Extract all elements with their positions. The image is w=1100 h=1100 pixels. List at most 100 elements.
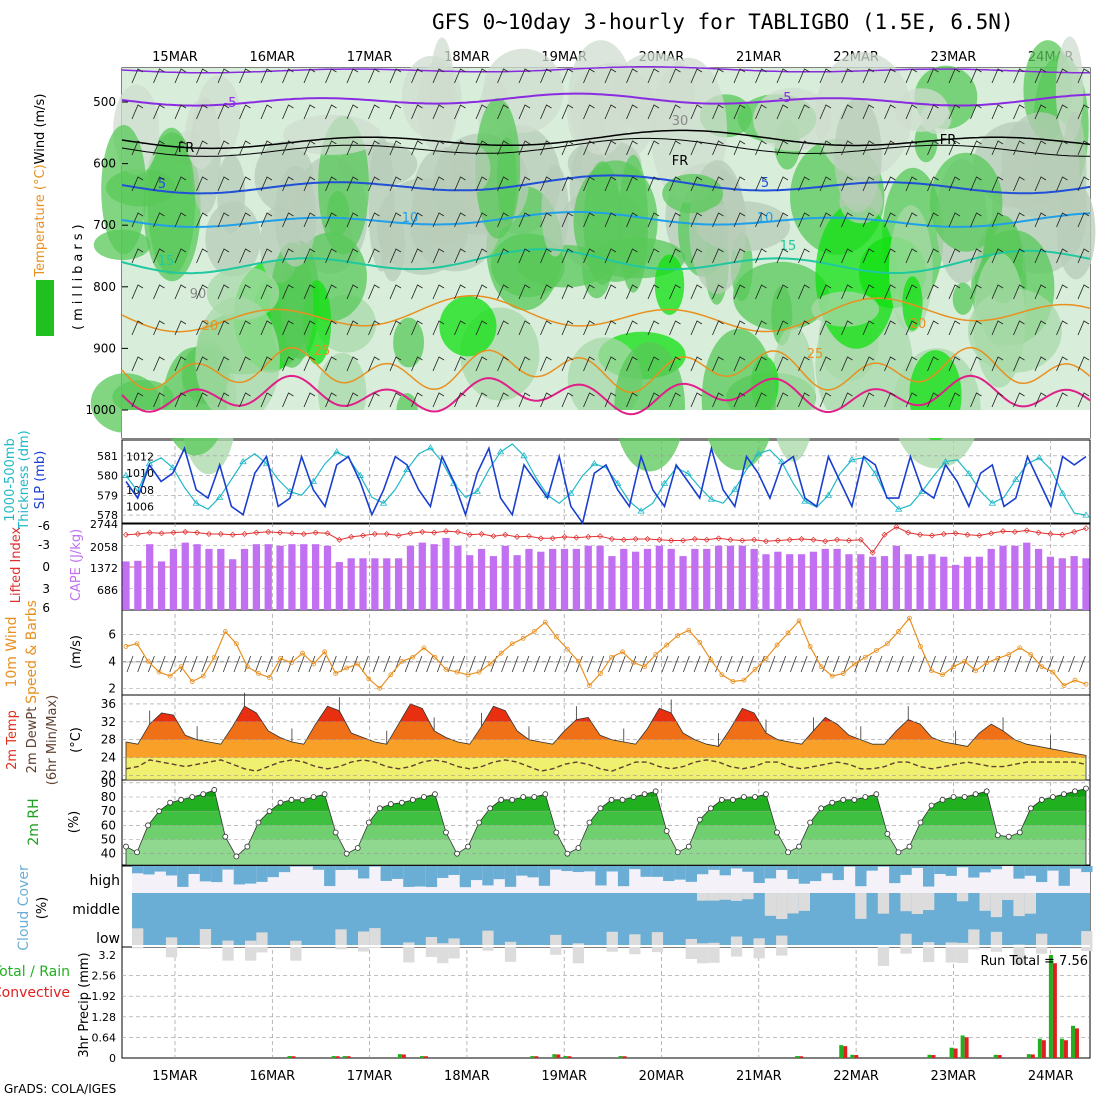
cloud-mid-bar <box>742 893 754 900</box>
rh-marker <box>255 819 262 826</box>
wind-barb <box>454 176 466 192</box>
cloud-low-bar <box>245 940 257 961</box>
surface-wind-barb <box>629 655 637 673</box>
cloud-low-bar <box>403 942 415 963</box>
rh-area <box>126 788 1086 865</box>
rh-marker <box>531 794 538 800</box>
precip-total-bar <box>1059 1038 1064 1058</box>
rh-blob <box>475 98 521 239</box>
thickness-marker <box>988 499 997 506</box>
lifted-marker <box>312 529 319 536</box>
surface-wind-barb <box>768 655 776 673</box>
wind-barb <box>389 68 402 84</box>
lifted-marker <box>1047 531 1054 538</box>
wind-barb <box>755 320 767 336</box>
surface-wind-barb <box>618 655 626 673</box>
wind-barb <box>153 356 165 372</box>
cloud-high-bar <box>629 866 641 870</box>
cloud-low-bar <box>335 929 347 950</box>
wind-barb <box>626 140 638 156</box>
wind-barb <box>991 248 1004 264</box>
rh-marker <box>807 819 814 826</box>
lifted-marker <box>917 531 924 538</box>
wind-tick: 6 <box>108 627 116 641</box>
wind-speed-marker <box>355 661 361 667</box>
lifted-marker <box>360 532 367 539</box>
wind-barb <box>196 176 208 192</box>
surface-wind-barb <box>854 655 861 673</box>
wind-barb <box>884 356 896 372</box>
wind-barb <box>626 356 638 372</box>
cloud-high-bar <box>1024 866 1036 876</box>
wind-barb <box>432 248 445 264</box>
cloud-units: (%) <box>35 897 50 920</box>
rh-marker <box>917 819 924 826</box>
cape-bar <box>454 545 462 610</box>
wind-barb <box>239 140 251 156</box>
wind-barb <box>970 140 982 156</box>
cloud-low-bar <box>900 933 912 954</box>
wind-barb <box>927 140 939 156</box>
cape-bar <box>762 554 770 610</box>
surface-wind-barb <box>340 655 348 673</box>
lifted-marker <box>478 531 485 538</box>
contour-label: -5 <box>224 96 237 111</box>
surface-wind-barb <box>608 655 615 673</box>
wind-barb <box>1013 356 1025 372</box>
dewpoint-line <box>125 759 1087 772</box>
wind-barb <box>626 212 638 228</box>
surface-wind-barb <box>158 655 166 673</box>
cloud-low-bar <box>945 942 957 963</box>
wind-barb <box>346 68 359 84</box>
wind-barb <box>647 320 660 336</box>
cape-bar <box>620 548 628 610</box>
precip-conv-bar <box>534 1056 539 1058</box>
surface-wind-barb <box>190 655 198 673</box>
lifted-marker <box>502 531 509 538</box>
rh-blob <box>393 317 425 368</box>
lifted-marker <box>632 536 639 543</box>
wind-barb <box>411 356 423 372</box>
rh-marker <box>343 850 350 857</box>
date-label-bottom: 24MAR <box>1028 1069 1074 1084</box>
cloud-high-bar <box>403 866 415 887</box>
wind-barb <box>368 176 380 192</box>
wind-barb <box>927 320 939 336</box>
wind-barb <box>604 140 617 156</box>
wind-barb <box>583 68 595 84</box>
rh-marker <box>785 849 791 856</box>
wind-speed-marker <box>520 635 526 641</box>
cape-tick: 2058 <box>90 541 118 554</box>
rh-marker <box>465 843 471 850</box>
rh-tick: 50 <box>101 833 116 847</box>
wind-barb <box>798 68 810 84</box>
wind-barb <box>368 392 380 408</box>
lifted-marker <box>371 531 378 538</box>
cape-bar <box>418 542 426 610</box>
wind-speed-marker <box>686 627 692 633</box>
wind-barb <box>540 176 552 192</box>
wind-barb <box>819 320 832 336</box>
wind-barb <box>540 140 552 156</box>
wind-barb <box>690 104 703 120</box>
wind-speed-marker <box>509 641 515 647</box>
surface-wind-barb <box>469 655 476 673</box>
wind-speed-marker <box>465 672 471 678</box>
wind-barb <box>948 248 961 264</box>
wind-barb <box>1013 104 1025 120</box>
wind-barb <box>948 320 961 336</box>
wind-barb <box>583 176 595 192</box>
surface-wind-barb <box>329 655 337 673</box>
thickness-tick: 581 <box>97 450 118 463</box>
wind-barb <box>174 248 187 264</box>
cloud-high-bar <box>290 866 302 867</box>
wind-barb <box>239 248 251 264</box>
cape-bar <box>229 559 237 610</box>
wind-barb <box>733 212 746 228</box>
wind-barb <box>819 140 832 156</box>
wind-barb <box>368 68 380 84</box>
wind-barb <box>604 356 617 372</box>
rh-blob <box>973 252 1026 388</box>
wind-barb <box>1056 140 1068 156</box>
panel-frame-slp <box>121 439 1091 524</box>
